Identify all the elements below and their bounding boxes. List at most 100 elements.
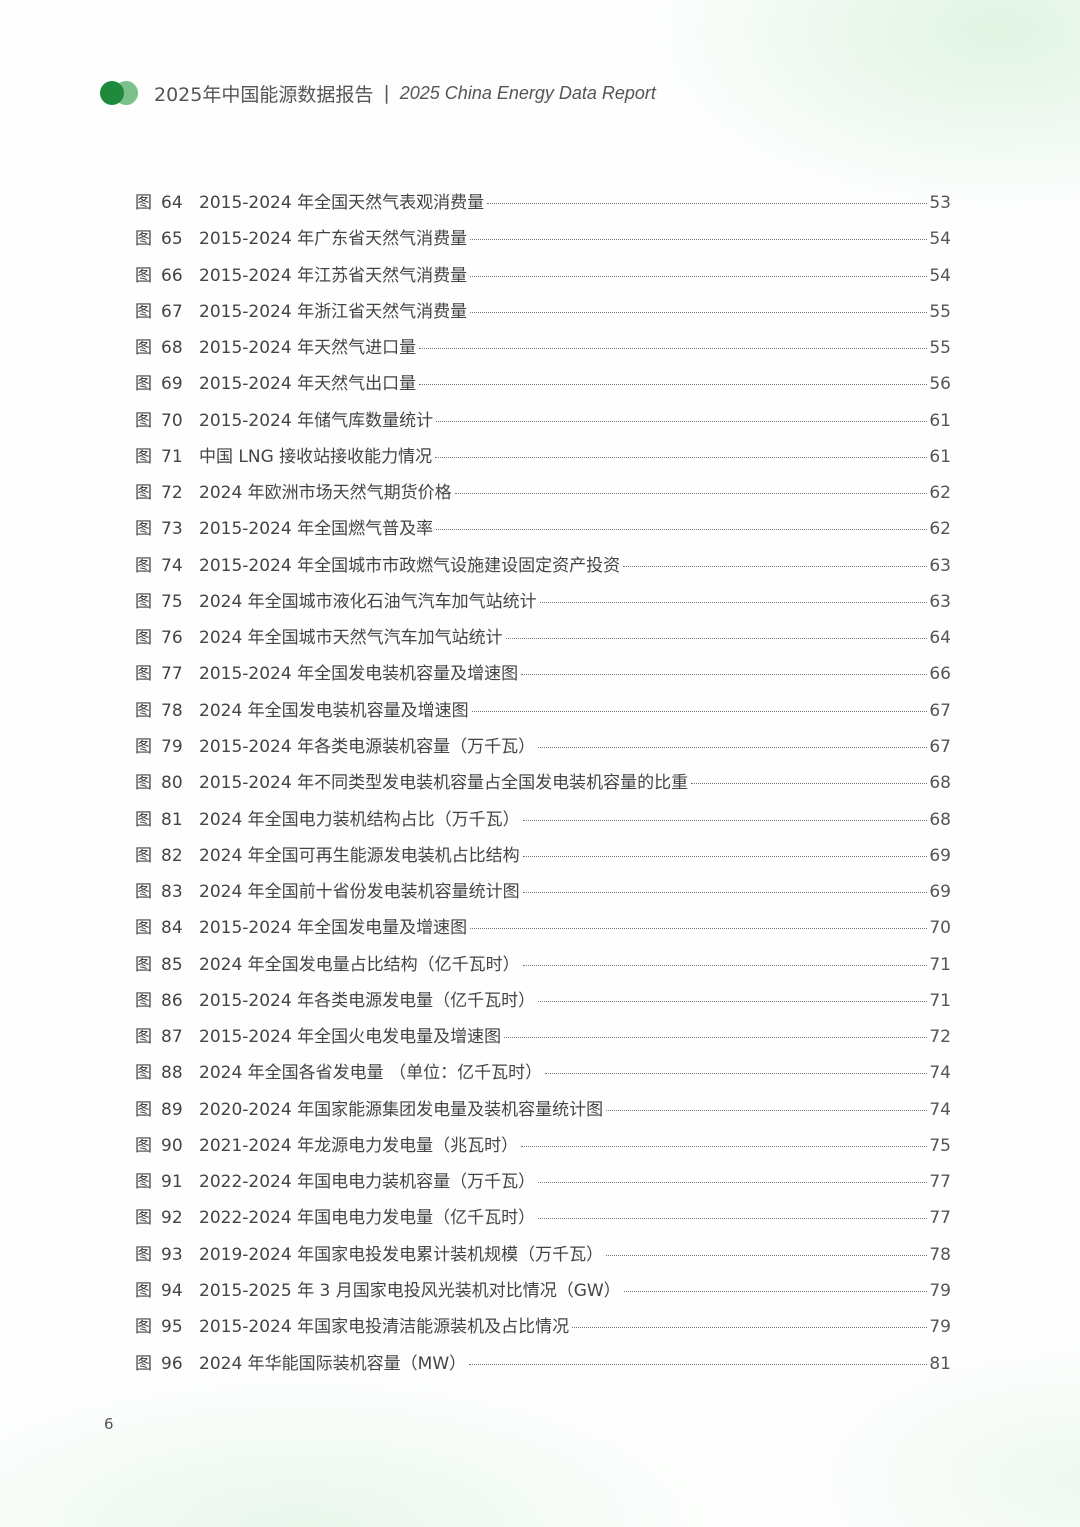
entry-number: 66 — [161, 265, 183, 286]
toc-entry[interactable]: 图 77 2015-2024 年全国发电装机容量及增速图 66 — [135, 659, 951, 695]
entry-label: 图 — [135, 1099, 152, 1120]
toc-entry[interactable]: 图 69 2015-2024 年天然气出口量 56 — [135, 369, 951, 405]
dot-leader — [538, 746, 928, 748]
toc-entry[interactable]: 图 64 2015-2024 年全国天然气表观消费量 53 — [135, 188, 951, 224]
entry-number: 87 — [161, 1027, 183, 1048]
entry-label: 图 — [135, 882, 152, 903]
entry-number: 74 — [161, 555, 183, 576]
toc-entry[interactable]: 图 88 2024 年全国各省发电量 （单位：亿千瓦时） 74 — [135, 1058, 951, 1094]
dot-leader — [419, 348, 928, 350]
toc-entry[interactable]: 图 79 2015-2024 年各类电源装机容量（万千瓦） 67 — [135, 732, 951, 768]
toc-entry[interactable]: 图 89 2020-2024 年国家能源集团发电量及装机容量统计图 74 — [135, 1095, 951, 1131]
toc-entry[interactable]: 图 76 2024 年全国城市天然气汽车加气站统计 64 — [135, 623, 951, 659]
toc-entry[interactable]: 图 65 2015-2024 年广东省天然气消费量 54 — [135, 224, 951, 260]
entry-label: 图 — [135, 990, 152, 1011]
entry-page: 62 — [929, 519, 951, 540]
toc-entry[interactable]: 图 90 2021-2024 年龙源电力发电量（兆瓦时） 75 — [135, 1131, 951, 1167]
entry-title: 中国 LNG 接收站接收能力情况 — [199, 446, 433, 467]
toc-entry[interactable]: 图 80 2015-2024 年不同类型发电装机容量占全国发电装机容量的比重 68 — [135, 768, 951, 804]
entry-title: 2024 年全国发电装机容量及增速图 — [199, 700, 469, 721]
entry-page: 69 — [929, 845, 951, 866]
entry-title: 2024 年华能国际装机容量（MW） — [199, 1353, 467, 1374]
entry-page: 71 — [929, 990, 951, 1011]
toc-entry[interactable]: 图 84 2015-2024 年全国发电量及增速图 70 — [135, 913, 951, 949]
toc-entry[interactable]: 图 66 2015-2024 年江苏省天然气消费量 54 — [135, 261, 951, 297]
toc-entry[interactable]: 图 68 2015-2024 年天然气进口量 55 — [135, 333, 951, 369]
toc-entry[interactable]: 图 94 2015-2025 年 3 月国家电投风光装机对比情况（GW） 79 — [135, 1276, 951, 1312]
entry-title: 2019-2024 年国家电投发电累计装机规模（万千瓦） — [199, 1244, 604, 1265]
entry-label: 图 — [135, 628, 152, 649]
dot-leader — [539, 601, 928, 603]
entry-title: 2015-2024 年不同类型发电装机容量占全国发电装机容量的比重 — [199, 773, 689, 794]
entry-title: 2022-2024 年国电电力装机容量（万千瓦） — [199, 1172, 536, 1193]
figure-list: 图 64 2015-2024 年全国天然气表观消费量 53 图 65 2015-2024 年… — [135, 188, 951, 1385]
entry-number: 65 — [161, 229, 183, 250]
entry-label: 图 — [135, 410, 152, 431]
toc-entry[interactable]: 图 78 2024 年全国发电装机容量及增速图 67 — [135, 696, 951, 732]
dot-leader — [504, 1037, 928, 1039]
entry-label: 图 — [135, 519, 152, 540]
entry-number: 83 — [161, 882, 183, 903]
entry-label: 图 — [135, 229, 152, 250]
toc-entry[interactable]: 图 93 2019-2024 年国家电投发电累计装机规模（万千瓦） 78 — [135, 1240, 951, 1276]
entry-title: 2015-2024 年储气库数量统计 — [199, 410, 434, 431]
entry-title: 2015-2024 年天然气出口量 — [199, 374, 417, 395]
toc-entry[interactable]: 图 83 2024 年全国前十省份发电装机容量统计图 69 — [135, 877, 951, 913]
toc-entry[interactable]: 图 95 2015-2024 年国家电投清洁能源装机及占比情况 79 — [135, 1312, 951, 1348]
entry-page: 62 — [929, 483, 951, 504]
entry-title: 2015-2025 年 3 月国家电投风光装机对比情况（GW） — [199, 1280, 621, 1301]
entry-number: 71 — [161, 446, 183, 467]
dot-leader — [606, 1109, 928, 1111]
entry-page: 55 — [929, 301, 951, 322]
entry-title: 2024 年全国城市天然气汽车加气站统计 — [199, 628, 503, 649]
entry-number: 90 — [161, 1135, 183, 1156]
toc-entry[interactable]: 图 74 2015-2024 年全国城市市政燃气设施建设固定资产投资 63 — [135, 551, 951, 587]
toc-entry[interactable]: 图 71 中国 LNG 接收站接收能力情况 61 — [135, 442, 951, 478]
toc-entry[interactable]: 图 87 2015-2024 年全国火电发电量及增速图 72 — [135, 1022, 951, 1058]
toc-entry[interactable]: 图 70 2015-2024 年储气库数量统计 61 — [135, 406, 951, 442]
entry-number: 81 — [161, 809, 183, 830]
toc-entry[interactable]: 图 72 2024 年欧洲市场天然气期货价格 62 — [135, 478, 951, 514]
entry-number: 70 — [161, 410, 183, 431]
dot-leader — [470, 239, 928, 241]
entry-page: 54 — [929, 265, 951, 286]
entry-page: 68 — [929, 773, 951, 794]
entry-number: 82 — [161, 845, 183, 866]
entry-page: 77 — [929, 1172, 951, 1193]
report-header: 2025年中国能源数据报告 | 2025 China Energy Data R… — [100, 78, 656, 108]
toc-entry[interactable]: 图 96 2024 年华能国际装机容量（MW） 81 — [135, 1349, 951, 1385]
toc-entry[interactable]: 图 92 2022-2024 年国电电力发电量（亿千瓦时） 77 — [135, 1203, 951, 1239]
entry-title: 2015-2024 年天然气进口量 — [199, 338, 417, 359]
toc-entry[interactable]: 图 67 2015-2024 年浙江省天然气消费量 55 — [135, 297, 951, 333]
entry-title: 2015-2024 年广东省天然气消费量 — [199, 229, 468, 250]
toc-entry[interactable]: 图 81 2024 年全国电力装机结构占比（万千瓦） 68 — [135, 805, 951, 841]
dot-leader — [538, 1218, 928, 1220]
entry-number: 73 — [161, 519, 183, 540]
toc-entry[interactable]: 图 86 2015-2024 年各类电源发电量（亿千瓦时） 71 — [135, 986, 951, 1022]
header-separator: | — [383, 82, 390, 104]
toc-entry[interactable]: 图 73 2015-2024 年全国燃气普及率 62 — [135, 514, 951, 550]
entry-label: 图 — [135, 736, 152, 757]
entry-title: 2015-2024 年江苏省天然气消费量 — [199, 265, 468, 286]
entry-page: 63 — [929, 591, 951, 612]
toc-entry[interactable]: 图 91 2022-2024 年国电电力装机容量（万千瓦） 77 — [135, 1167, 951, 1203]
dot-leader — [471, 710, 928, 712]
entry-number: 95 — [161, 1317, 183, 1338]
entry-label: 图 — [135, 374, 152, 395]
entry-label: 图 — [135, 1317, 152, 1338]
dot-leader — [454, 493, 928, 495]
entry-number: 69 — [161, 374, 183, 395]
entry-page: 72 — [929, 1027, 951, 1048]
dot-leader — [522, 964, 928, 966]
entry-page: 55 — [929, 338, 951, 359]
entry-label: 图 — [135, 446, 152, 467]
header-title-en: 2025 China Energy Data Report — [399, 82, 656, 103]
dot-leader — [436, 529, 928, 531]
dot-leader — [419, 384, 928, 386]
entry-number: 72 — [161, 483, 183, 504]
entry-number: 86 — [161, 990, 183, 1011]
toc-entry[interactable]: 图 75 2024 年全国城市液化石油气汽车加气站统计 63 — [135, 587, 951, 623]
entry-number: 76 — [161, 628, 183, 649]
toc-entry[interactable]: 图 82 2024 年全国可再生能源发电装机占比结构 69 — [135, 841, 951, 877]
toc-entry[interactable]: 图 85 2024 年全国发电量占比结构（亿千瓦时） 71 — [135, 950, 951, 986]
